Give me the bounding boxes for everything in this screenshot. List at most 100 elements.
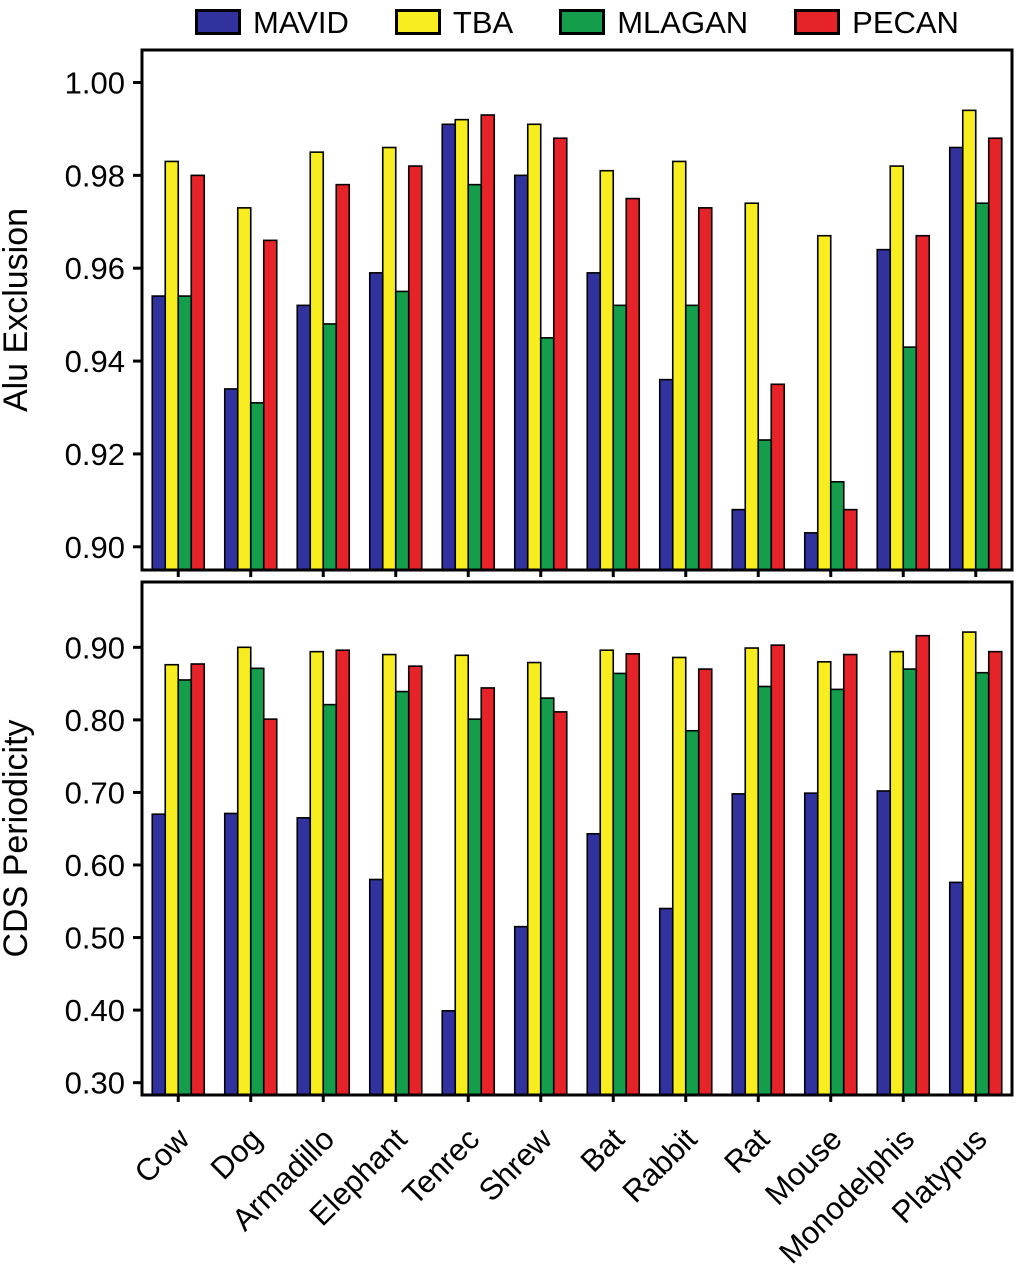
plot-border	[140, 580, 1014, 1097]
bar-tba-tenrec	[454, 654, 470, 1096]
bar-pecan-monodelphis	[915, 234, 931, 571]
bar-pecan-rabbit	[697, 207, 713, 571]
bar-tba-platypus	[961, 109, 977, 571]
bar-mlagan-platypus	[974, 202, 990, 571]
y-tick-label: 0.90	[65, 630, 125, 665]
cds-periodicity-chart: 0.30 0.40 0.50 0.60 0.70 0.80 0.90 CDS Periodic…	[0, 580, 1014, 1270]
bar-mavid-elephant	[368, 272, 384, 571]
bar-pecan-elephant	[407, 665, 423, 1096]
bar-mavid-armadillo	[296, 817, 312, 1096]
x-category-label: Shrew	[472, 1121, 559, 1208]
bar-tba-elephant	[381, 653, 397, 1096]
x-category-label: Dog	[204, 1121, 269, 1186]
bar-mlagan-rat	[757, 439, 773, 571]
bar-pecan-cow	[190, 174, 206, 571]
bar-mavid-shrew	[513, 925, 529, 1096]
y-tick-label: 0.94	[65, 344, 125, 379]
bar-tba-shrew	[526, 123, 542, 571]
y-tick-label: 0.92	[65, 437, 125, 472]
bar-mlagan-rabbit	[684, 304, 700, 571]
bar-mavid-dog	[223, 388, 239, 571]
y-tick-label: 0.96	[65, 251, 125, 286]
x-category-label: Cow	[128, 1121, 197, 1190]
bar-pecan-monodelphis	[915, 634, 931, 1096]
bar-mavid-monodelphis	[876, 248, 892, 571]
bar-mavid-cow	[151, 813, 167, 1096]
bar-tba-bat	[599, 649, 615, 1096]
bar-mavid-mouse	[803, 792, 819, 1096]
bar-mlagan-platypus	[974, 671, 990, 1096]
y-tick-label: 1.00	[65, 66, 125, 101]
bar-pecan-shrew	[552, 711, 568, 1096]
bar-pecan-shrew	[552, 137, 568, 571]
bar-pecan-bat	[625, 197, 641, 571]
bar-mlagan-armadillo	[322, 323, 338, 571]
y-tick-label: 0.80	[65, 703, 125, 738]
plot-border	[140, 48, 1014, 572]
bar-pecan-armadillo	[335, 649, 351, 1096]
bar-mavid-rat	[731, 793, 747, 1096]
bar-pecan-platypus	[987, 137, 1003, 571]
bar-tba-armadillo	[309, 650, 325, 1096]
y-tick-label: 0.50	[65, 921, 125, 956]
bar-tba-rat	[744, 202, 760, 571]
bar-pecan-rabbit	[697, 668, 713, 1096]
bar-mavid-tenrec	[441, 123, 457, 571]
bar-mlagan-bat	[612, 672, 628, 1096]
legend-swatch-mavid	[195, 9, 242, 35]
bar-tba-tenrec	[454, 118, 470, 571]
x-category-label: Rabbit	[616, 1121, 704, 1209]
bar-pecan-tenrec	[480, 687, 496, 1096]
bar-mlagan-monodelphis	[902, 668, 918, 1096]
y-tick-label: 0.98	[65, 158, 125, 193]
bar-mavid-elephant	[368, 878, 384, 1096]
bar-mlagan-elephant	[394, 690, 410, 1096]
bar-pecan-elephant	[407, 165, 423, 571]
bar-pecan-bat	[625, 653, 641, 1096]
bar-mavid-rabbit	[658, 378, 674, 571]
bar-mavid-mouse	[803, 532, 819, 571]
y-tick-label: 0.70	[65, 775, 125, 810]
legend-label-pecan: PECAN	[852, 4, 959, 40]
bar-mlagan-shrew	[539, 697, 555, 1096]
bar-mlagan-monodelphis	[902, 346, 918, 571]
bar-pecan-rat	[770, 644, 786, 1096]
legend: MAVID TBA MLAGAN PECAN	[142, 0, 1012, 44]
bar-mlagan-mouse	[829, 480, 845, 571]
bar-mlagan-cow	[177, 295, 193, 571]
bar-tba-platypus	[961, 631, 977, 1096]
y-tick-label: 0.90	[65, 530, 125, 565]
bar-mlagan-rabbit	[684, 729, 700, 1096]
bar-pecan-armadillo	[335, 183, 351, 571]
bar-pecan-platypus	[987, 650, 1003, 1096]
bar-pecan-mouse	[842, 653, 858, 1096]
legend-label-mavid: MAVID	[253, 4, 349, 40]
legend-swatch-tba	[394, 9, 441, 35]
bar-mlagan-elephant	[394, 290, 410, 571]
bar-tba-bat	[599, 169, 615, 571]
legend-label-mlagan: MLAGAN	[617, 4, 749, 40]
bar-mavid-dog	[223, 812, 239, 1096]
bar-pecan-rat	[770, 383, 786, 571]
x-category-label: Tenrec	[396, 1121, 487, 1212]
bar-mavid-platypus	[948, 881, 964, 1096]
bar-tba-elephant	[381, 146, 397, 571]
bar-tba-shrew	[526, 661, 542, 1096]
bar-mlagan-tenrec	[467, 183, 483, 571]
bar-mavid-tenrec	[441, 1010, 457, 1096]
bar-tba-monodelphis	[889, 165, 905, 571]
legend-label-tba: TBA	[452, 4, 514, 40]
bar-mavid-monodelphis	[876, 790, 892, 1096]
bar-pecan-dog	[262, 239, 278, 571]
bar-tba-dog	[236, 207, 252, 571]
bar-tba-rabbit	[671, 160, 687, 571]
bar-tba-dog	[236, 646, 252, 1096]
bar-mlagan-cow	[177, 679, 193, 1096]
bar-mlagan-tenrec	[467, 718, 483, 1096]
y-tick-label: 0.40	[65, 993, 125, 1028]
bar-mlagan-armadillo	[322, 703, 338, 1096]
bar-mlagan-mouse	[829, 688, 845, 1096]
bar-tba-mouse	[816, 661, 832, 1096]
bar-tba-monodelphis	[889, 650, 905, 1096]
legend-swatch-mlagan	[559, 9, 606, 35]
